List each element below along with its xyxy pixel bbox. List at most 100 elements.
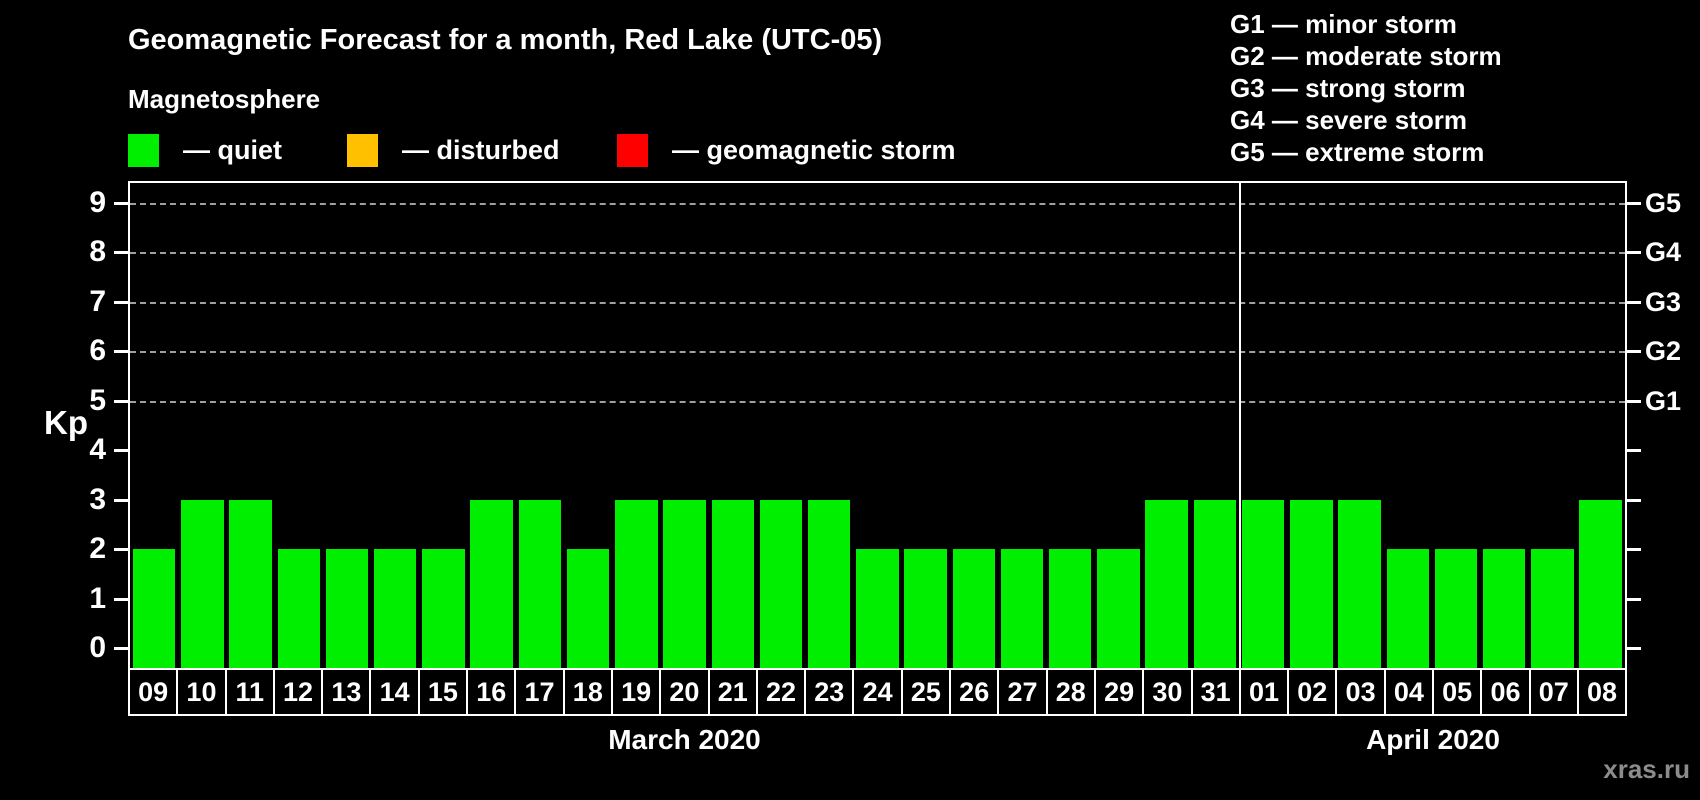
- day-label-cell: 29: [1093, 668, 1143, 716]
- left-axis-tick: [114, 498, 128, 502]
- storm-legend-item: G5 — extreme storm: [1230, 137, 1485, 167]
- day-label-cell: 08: [1576, 668, 1628, 716]
- kp-bar: [422, 549, 465, 668]
- day-label-cell: 24: [852, 668, 901, 716]
- y-axis-tick-label: 9: [89, 185, 106, 219]
- bar-slot: [757, 183, 805, 668]
- left-axis-tick: [114, 300, 128, 304]
- left-axis-tick: [114, 399, 128, 403]
- day-label-cell: 16: [466, 668, 515, 716]
- gridline: [130, 400, 1625, 403]
- bar-slot: [1335, 183, 1383, 668]
- bar-slot: [805, 183, 853, 668]
- legend-item-label: — quiet: [183, 134, 282, 165]
- bar-slot: [950, 183, 998, 668]
- page-title: Geomagnetic Forecast for a month, Red La…: [128, 24, 883, 56]
- bar-slot: [1384, 183, 1432, 668]
- kp-bar: [807, 499, 851, 668]
- kp-bar: [325, 549, 369, 668]
- legend-item-label: — disturbed: [402, 134, 560, 165]
- kp-bar: [1531, 549, 1574, 668]
- kp-bar: [1579, 499, 1622, 668]
- right-axis-tick: [1627, 597, 1641, 601]
- y-axis-tick-label: 6: [89, 334, 106, 368]
- kp-bar: [181, 499, 224, 668]
- bars-container: [130, 183, 1625, 668]
- legend-item: — disturbed: [347, 132, 560, 168]
- kp-bar: [229, 499, 272, 668]
- kp-bar: [1338, 499, 1381, 668]
- bar-slot: [516, 183, 564, 668]
- bar-slot: [709, 183, 757, 668]
- kp-bar: [518, 499, 562, 668]
- right-axis-tick: [1627, 251, 1641, 255]
- left-axis-tick: [114, 597, 128, 601]
- y-axis-label: Kp: [44, 404, 88, 441]
- day-label-cell: 15: [417, 668, 467, 716]
- kp-bar: [615, 499, 658, 668]
- bar-slot: [468, 183, 516, 668]
- right-axis-tick: [1627, 548, 1641, 552]
- right-axis-tick: [1627, 647, 1641, 651]
- day-label-cell: 11: [224, 668, 273, 716]
- kp-bar: [1145, 499, 1188, 668]
- left-axis-tick: [114, 647, 128, 651]
- watermark: xras.ru: [1603, 754, 1690, 784]
- bar-slot: [1287, 183, 1335, 668]
- kp-bar: [856, 549, 899, 668]
- kp-bar: [1193, 499, 1237, 668]
- right-axis-g-label: G3: [1645, 286, 1682, 317]
- bar-slot: [371, 183, 419, 668]
- gridline: [130, 301, 1625, 304]
- right-axis-tick: [1627, 201, 1641, 205]
- month-separator-line: [1239, 183, 1242, 668]
- bar-slot: [1191, 183, 1239, 668]
- kp-bar: [759, 499, 803, 668]
- y-axis-tick-label: 8: [89, 235, 106, 269]
- bar-slot: [853, 183, 901, 668]
- bar-slot: [419, 183, 467, 668]
- bar-slot: [1480, 183, 1528, 668]
- left-axis-tick: [114, 201, 128, 205]
- bar-slot: [226, 183, 274, 668]
- kp-bar: [1097, 549, 1140, 668]
- kp-bar: [711, 499, 754, 668]
- legend-color-swatch: [617, 133, 648, 167]
- left-axis-tick: [114, 251, 128, 255]
- day-label-cell: 31: [1190, 668, 1239, 716]
- bar-slot: [1239, 183, 1287, 668]
- bar-slot: [1143, 183, 1191, 668]
- legend-item: — geomagnetic storm: [617, 132, 956, 168]
- legend-item-label: — geomagnetic storm: [672, 134, 956, 165]
- bar-slot: [902, 183, 950, 668]
- storm-legend-item: G1 — minor storm: [1230, 9, 1457, 39]
- bar-slot: [998, 183, 1046, 668]
- bar-slot: [1094, 183, 1142, 668]
- day-label-cell: 09: [128, 668, 177, 716]
- bar-slot: [660, 183, 708, 668]
- bar-slot: [275, 183, 323, 668]
- bar-slot: [178, 183, 226, 668]
- right-axis-tick: [1627, 449, 1641, 453]
- right-axis-g-label: G1: [1645, 385, 1682, 416]
- kp-bar: [952, 549, 996, 668]
- storm-legend-item: G4 — severe storm: [1230, 105, 1468, 135]
- day-label-cell: 03: [1335, 668, 1384, 716]
- bar-slot: [1528, 183, 1576, 668]
- right-axis-tick: [1627, 399, 1641, 403]
- day-label-cell: 13: [321, 668, 370, 716]
- bar-slot: [1577, 183, 1625, 668]
- right-axis-g-label: G5: [1645, 187, 1682, 218]
- kp-bar: [1049, 549, 1092, 668]
- left-axis-tick: [114, 449, 128, 453]
- legend-item: — quiet: [128, 132, 282, 168]
- gridline: [130, 252, 1625, 255]
- day-label-cell: 06: [1480, 668, 1529, 716]
- right-axis-g-label: G4: [1645, 237, 1682, 268]
- day-label-cell: 01: [1238, 668, 1288, 716]
- storm-legend-item: G3 — strong storm: [1230, 73, 1466, 103]
- gridline: [130, 202, 1625, 205]
- legend-color-swatch: [347, 133, 378, 167]
- kp-bar: [1434, 549, 1478, 668]
- right-axis-tick: [1627, 350, 1641, 354]
